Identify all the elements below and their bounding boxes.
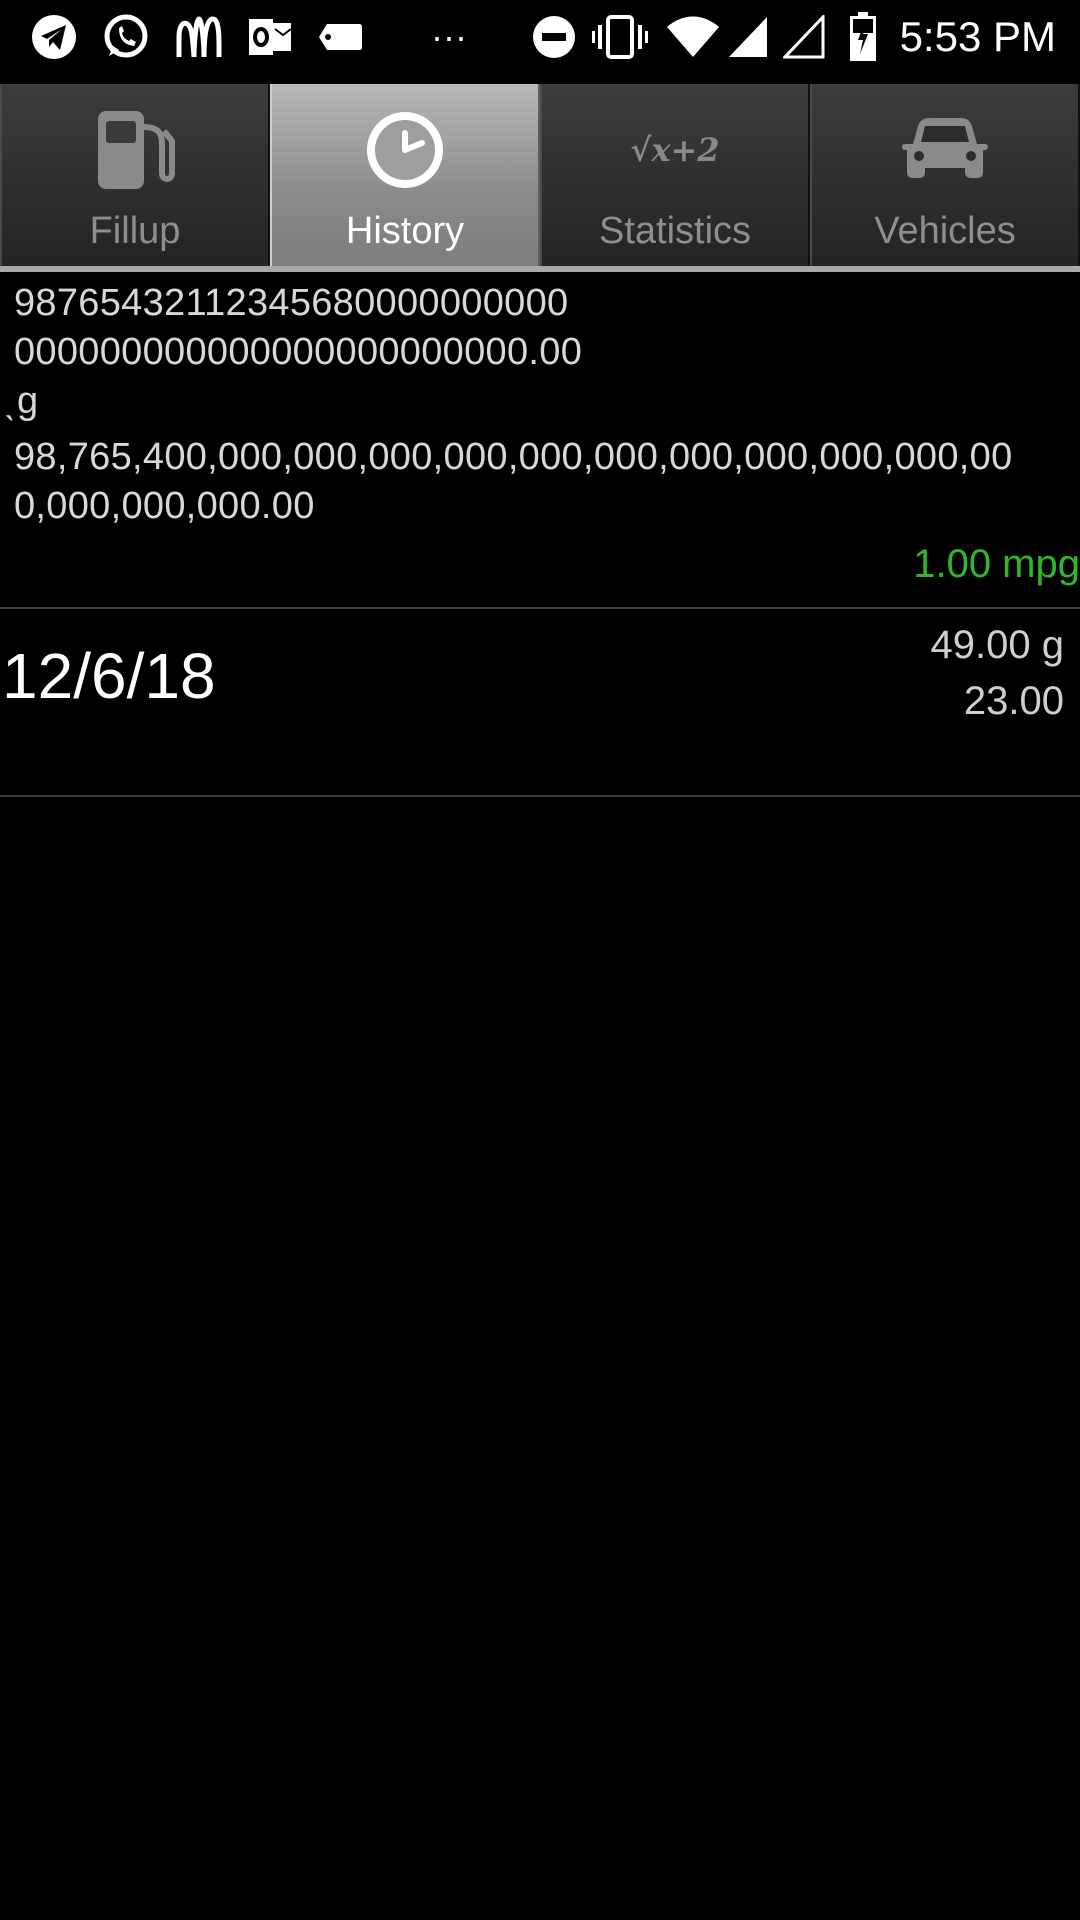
entry-mpg: 1.00 mpg (913, 542, 1080, 586)
entry-odometer-line: 000000000000000000000000.00 (14, 331, 583, 373)
clock-time: 5:53 PM (899, 13, 1056, 60)
entry-date: 12/6/18 (2, 640, 216, 712)
tab-bar: Fillup History √x+2 Statistics Vehicles (0, 84, 1080, 270)
entry-amount: 23.00 (963, 679, 1064, 723)
signal-icon (726, 12, 770, 62)
entry-cost-line: 98,765,400,000,000,000,000,000,000,000,0… (14, 436, 1013, 478)
tab-history[interactable]: History (270, 84, 540, 270)
status-bar: ··· (0, 0, 1080, 74)
signal-empty-icon (782, 12, 826, 62)
tab-label: Fillup (89, 210, 181, 252)
history-list[interactable]: 98765432112345680000000000 0000000000000… (0, 272, 1080, 797)
tab-vehicles[interactable]: Vehicles (810, 84, 1080, 270)
entry-unit-line: ˎg (4, 380, 39, 422)
outlook-icon (246, 12, 294, 62)
tab-label: Vehicles (874, 210, 1016, 252)
telegram-icon (28, 12, 80, 62)
sqrt-formula-text: √x+2 (630, 131, 720, 169)
tag-icon (316, 12, 364, 62)
vibrate-icon (592, 12, 648, 62)
mcdonalds-icon (174, 12, 224, 62)
entry-odometer-line: 98765432112345680000000000 (14, 282, 569, 324)
tab-label: History (345, 210, 465, 252)
do-not-disturb-icon (530, 12, 578, 62)
tab-indicator-line (0, 266, 1080, 272)
list-item[interactable]: 98765432112345680000000000 0000000000000… (0, 272, 1080, 609)
entry-gallons: 49.00 g (930, 623, 1064, 667)
more-dots-icon: ··· (431, 16, 467, 57)
wifi-icon (664, 12, 722, 62)
tab-statistics[interactable]: √x+2 Statistics (540, 84, 810, 270)
whatsapp-icon (98, 12, 154, 62)
fuel-pump-icon (2, 104, 268, 196)
clock-icon (272, 104, 538, 196)
car-icon (812, 104, 1078, 196)
list-item[interactable]: 12/6/18 49.00 g 23.00 (0, 609, 1080, 797)
tab-label: Statistics (598, 210, 752, 252)
entry-cost-line: 0,000,000,000.00 (14, 485, 315, 527)
tab-fillup[interactable]: Fillup (0, 84, 270, 270)
battery-charging-icon (848, 12, 878, 62)
sqrt-formula-icon: √x+2 (542, 104, 808, 196)
